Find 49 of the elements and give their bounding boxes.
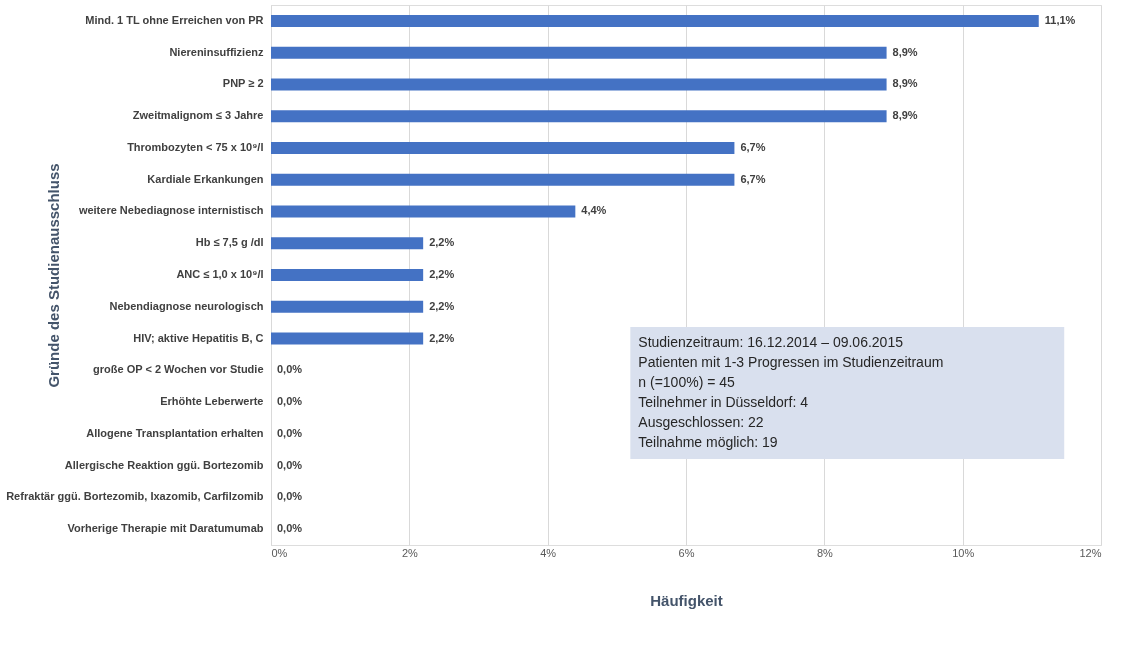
data-label: 8,9% bbox=[892, 109, 918, 122]
annotation: Patienten mit 1-3 Progressen im Studienzeitraum bbox=[638, 354, 944, 370]
annotation: Teilnehmer in Düsseldorf: 4 bbox=[638, 394, 809, 410]
x-tick-label: 0% bbox=[271, 546, 288, 559]
data-label: 2,2% bbox=[429, 331, 455, 344]
data-label: 0,0% bbox=[277, 458, 303, 471]
data-label: 0,0% bbox=[277, 395, 303, 408]
x-tick-label: 4% bbox=[540, 546, 557, 559]
data-label: 2,2% bbox=[429, 236, 455, 249]
y-tick-label: PNP ≥ 2 bbox=[222, 77, 264, 90]
y-tick-label: ANC ≤ 1,0 x 10⁹/l bbox=[176, 268, 264, 280]
x-tick-label: 2% bbox=[401, 546, 418, 559]
y-tick-label: Allergische Reaktion ggü. Bortezomib bbox=[64, 458, 264, 471]
data-label: 0,0% bbox=[277, 426, 303, 439]
y-tick-label: Hb ≤ 7,5 g /dl bbox=[195, 236, 264, 249]
x-tick-label: 6% bbox=[678, 546, 695, 559]
data-label: 11,1% bbox=[1044, 13, 1076, 26]
data-label: 8,9% bbox=[892, 77, 918, 90]
x-axis-title: Häufigkeit bbox=[650, 591, 723, 609]
y-tick-label: Vorherige Therapie mit Daratumumab bbox=[67, 522, 264, 535]
y-tick-label: Nebendiagnose neurologisch bbox=[109, 299, 264, 312]
data-label: 2,2% bbox=[429, 268, 455, 280]
x-tick-label: 12% bbox=[1079, 546, 1102, 559]
x-tick-label: 10% bbox=[952, 546, 975, 559]
annotation: n (=100%) = 45 bbox=[638, 374, 736, 390]
y-tick-label: Kardiale Erkankungen bbox=[147, 172, 264, 185]
y-tick-label: Mind. 1 TL ohne Erreichen von PR bbox=[85, 13, 264, 26]
y-tick-label: HIV; aktive Hepatitis B, C bbox=[133, 331, 264, 344]
annotation: Studienzeitraum: 16.12.2014 – 09.06.2015 bbox=[638, 334, 904, 350]
annotation: Ausgeschlossen: 22 bbox=[638, 414, 764, 430]
data-label: 6,7% bbox=[740, 140, 766, 153]
data-label: 0,0% bbox=[277, 490, 303, 503]
y-tick-label: weitere Nebediagnose internistisch bbox=[77, 204, 264, 217]
y-tick-label: Zweitmalignom ≤ 3 Jahre bbox=[132, 109, 264, 122]
y-tick-label: Erhöhte Leberwerte bbox=[160, 395, 264, 408]
y-tick-label: große OP < 2 Wochen vor Studie bbox=[93, 363, 264, 376]
data-label: 0,0% bbox=[277, 522, 303, 535]
data-label: 0,0% bbox=[277, 363, 303, 376]
y-tick-label: Thrombozyten < 75 x 10⁹/l bbox=[127, 140, 264, 153]
y-axis-title: Gründe des Studienausschluss bbox=[44, 163, 62, 388]
y-tick-label: Allogene Transplantation erhalten bbox=[86, 426, 264, 439]
data-label: 2,2% bbox=[429, 299, 455, 312]
y-tick-label: Refraktär ggü. Bortezomib, Ixazomib, Carfilzomib bbox=[6, 490, 264, 503]
data-label: 8,9% bbox=[892, 45, 918, 58]
y-tick-label: Niereninsuffizienz bbox=[169, 45, 264, 58]
data-label: 4,4% bbox=[581, 204, 607, 217]
annotation: Teilnahme möglich: 19 bbox=[638, 434, 778, 450]
data-label: 6,7% bbox=[740, 172, 766, 185]
x-tick-label: 8% bbox=[816, 546, 833, 559]
